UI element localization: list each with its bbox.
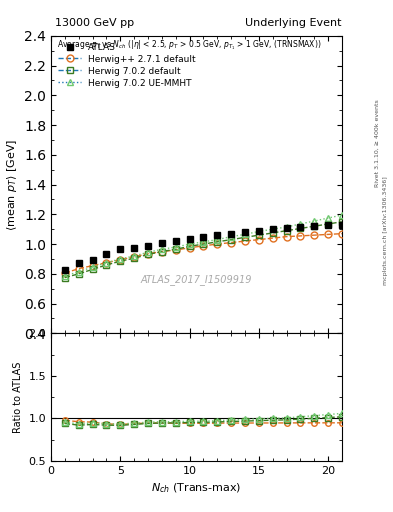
- Text: mcplots.cern.ch [arXiv:1306.3436]: mcplots.cern.ch [arXiv:1306.3436]: [383, 176, 387, 285]
- Text: ATLAS_2017_I1509919: ATLAS_2017_I1509919: [141, 274, 252, 285]
- Text: 13000 GeV pp: 13000 GeV pp: [55, 18, 134, 28]
- Legend: ATLAS, Herwig++ 2.7.1 default, Herwig 7.0.2 default, Herwig 7.0.2 UE-MMHT: ATLAS, Herwig++ 2.7.1 default, Herwig 7.…: [55, 40, 198, 91]
- Text: Average $p_T$ vs $N_{ch}$ ($|\eta|$ < 2.5, $p_T$ > 0.5 GeV, $p_{T_1}$ > 1 GeV, (: Average $p_T$ vs $N_{ch}$ ($|\eta|$ < 2.…: [57, 39, 321, 52]
- Text: Underlying Event: Underlying Event: [245, 18, 342, 28]
- Text: Rivet 3.1.10, ≥ 400k events: Rivet 3.1.10, ≥ 400k events: [375, 99, 380, 187]
- X-axis label: $N_{ch}$ (Trans-max): $N_{ch}$ (Trans-max): [151, 481, 242, 495]
- Y-axis label: Ratio to ATLAS: Ratio to ATLAS: [13, 361, 23, 433]
- Y-axis label: $\langle \mathrm{mean}\ p_T \rangle\ [\mathrm{GeV}]$: $\langle \mathrm{mean}\ p_T \rangle\ [\m…: [5, 138, 18, 231]
